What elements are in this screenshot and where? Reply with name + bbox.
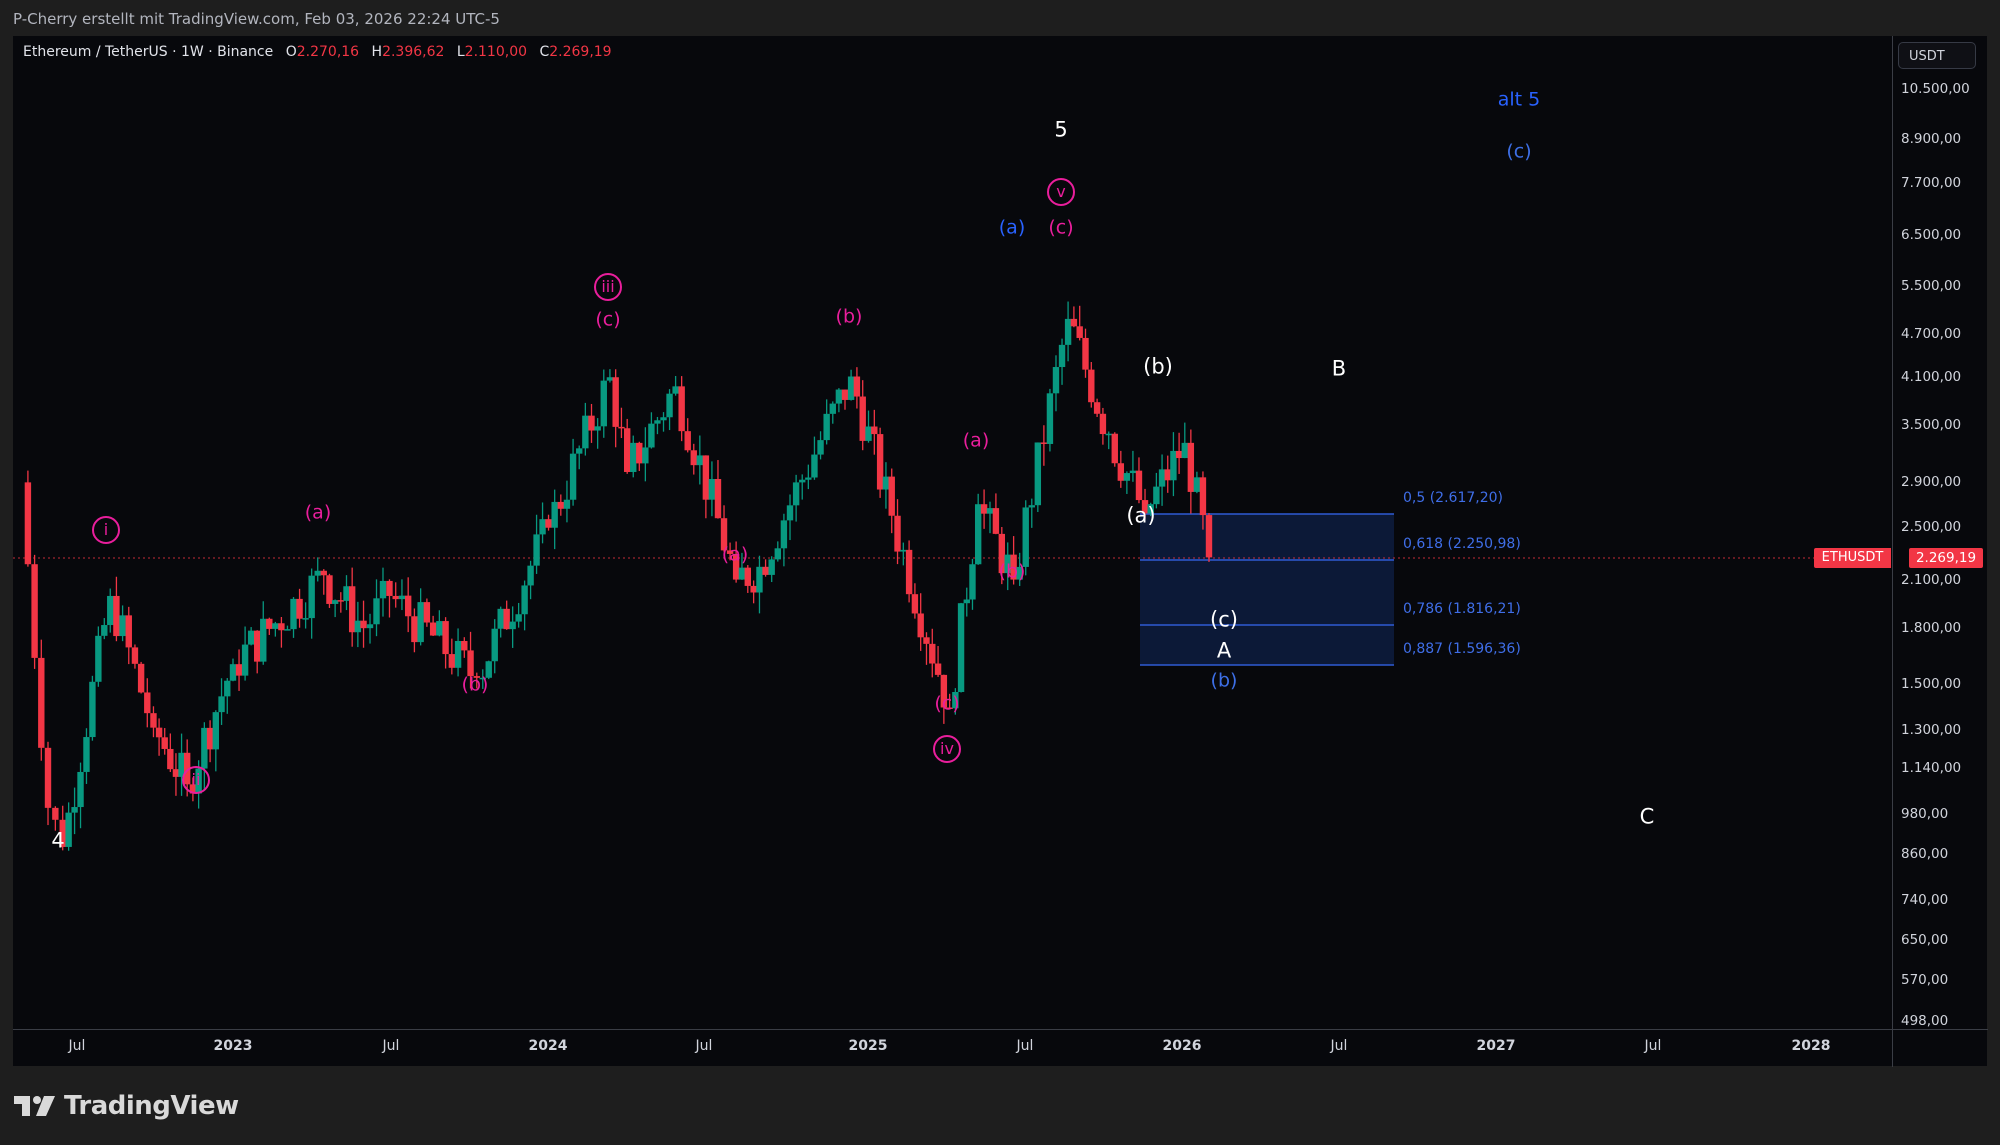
currency-button[interactable]: USDT (1898, 42, 1976, 69)
time-tick: Jul (1330, 1038, 1348, 1054)
time-tick: Jul (1644, 1038, 1662, 1054)
wave-label: (a) (998, 216, 1026, 239)
fib-level-label: 0,5 (2.617,20) (1403, 490, 1503, 506)
wave-label: (c) (1048, 216, 1074, 239)
low-label: L (456, 44, 465, 60)
price-tick: 10.500,00 (1901, 81, 1970, 97)
wave-label: (b) (461, 673, 489, 696)
wave-label: (a) (304, 501, 332, 524)
price-tick: 2.500,00 (1901, 519, 1962, 535)
symbol-title: Ethereum / TetherUS · 1W · Binance (23, 44, 274, 60)
open-label: O (285, 44, 297, 60)
price-tick: 3.500,00 (1901, 417, 1962, 433)
price-tick: 6.500,00 (1901, 227, 1962, 243)
wave-label: 4 (51, 828, 65, 853)
close-value: 2.269,19 (549, 44, 612, 60)
wave-label: 5 (1054, 117, 1068, 142)
wave-label: (a) (721, 543, 749, 566)
time-axis[interactable] (13, 1029, 1892, 1067)
wave-label: (b) (998, 560, 1026, 583)
wave-label: ii (182, 766, 210, 794)
chart-frame: Ethereum / TetherUS · 1W · Binance O2.27… (13, 36, 1988, 1067)
candlestick-series (13, 301, 1892, 851)
price-tick: 7.700,00 (1901, 175, 1962, 191)
wave-label: (b) (1210, 669, 1238, 692)
fib-level-label: 0,786 (1.816,21) (1403, 601, 1521, 617)
chart-plot-area[interactable]: Ethereum / TetherUS · 1W · Binance O2.27… (13, 36, 1892, 1029)
open-value: 2.270,16 (296, 44, 360, 60)
tradingview-logo-icon (14, 1096, 55, 1116)
close-label: C (539, 44, 550, 60)
price-tick: 2.100,00 (1901, 572, 1962, 588)
chart-attribution: P-Cherry erstellt mit TradingView.com, F… (13, 10, 500, 28)
wave-label: (a) (962, 429, 990, 452)
price-tick: 570,00 (1901, 972, 1949, 988)
wave-label: (c) (1210, 607, 1238, 632)
time-tick: Jul (382, 1038, 400, 1054)
price-tick: 4.100,00 (1901, 369, 1962, 385)
time-tick: 2024 (528, 1038, 568, 1054)
price-tick: 1.300,00 (1901, 722, 1962, 738)
wave-label: v (1047, 178, 1075, 206)
price-tick: 740,00 (1901, 892, 1949, 908)
price-tick: 650,00 (1901, 932, 1949, 948)
wave-label: (c) (595, 308, 621, 331)
fib-level-label: 0,618 (2.250,98) (1403, 536, 1521, 552)
low-value: 2.110,00 (464, 44, 528, 60)
price-tick: 1.500,00 (1901, 676, 1962, 692)
price-axis[interactable] (1892, 36, 1988, 1029)
time-tick: 2025 (848, 1038, 888, 1054)
wave-label: C (1639, 804, 1655, 829)
symbol-price-badge: ETHUSDT (1814, 548, 1891, 568)
wave-label: B (1331, 356, 1347, 381)
price-tick: 2.900,00 (1901, 474, 1962, 490)
current-price-badge: 2.269,19 (1909, 548, 1983, 568)
axis-corner (1892, 1029, 1988, 1067)
price-tick: 5.500,00 (1901, 278, 1962, 294)
time-tick: 2026 (1162, 1038, 1202, 1054)
time-tick: 2028 (1791, 1038, 1831, 1054)
price-tick: 860,00 (1901, 846, 1949, 862)
wave-label: iv (933, 735, 961, 763)
price-tick: 4.700,00 (1901, 326, 1962, 342)
time-tick: 2023 (213, 1038, 253, 1054)
symbol-legend: Ethereum / TetherUS · 1W · Binance O2.27… (23, 44, 612, 60)
wave-label: i (92, 516, 120, 544)
time-tick: Jul (695, 1038, 713, 1054)
wave-label: (c) (934, 692, 960, 715)
fib-level-label: 0,887 (1.596,36) (1403, 641, 1521, 657)
time-tick: Jul (68, 1038, 86, 1054)
time-tick: Jul (1016, 1038, 1034, 1054)
wave-label: (a) (1126, 503, 1156, 528)
high-value: 2.396,62 (382, 44, 445, 60)
wave-label: (c) (1506, 140, 1532, 163)
tradingview-wordmark: TradingView (64, 1091, 239, 1121)
wave-label: (b) (1143, 354, 1173, 379)
footer-brand: TradingView (14, 1090, 239, 1122)
wave-label: A (1216, 638, 1232, 663)
price-tick: 498,00 (1901, 1013, 1949, 1029)
wave-label: (b) (835, 305, 863, 328)
price-tick: 1.800,00 (1901, 620, 1962, 636)
price-tick: 1.140,00 (1901, 760, 1962, 776)
wave-label: alt 5 (1497, 88, 1541, 111)
high-label: H (371, 44, 383, 60)
wave-label: iii (594, 273, 622, 301)
price-tick: 8.900,00 (1901, 131, 1962, 147)
time-tick: 2027 (1476, 1038, 1516, 1054)
price-tick: 980,00 (1901, 806, 1949, 822)
